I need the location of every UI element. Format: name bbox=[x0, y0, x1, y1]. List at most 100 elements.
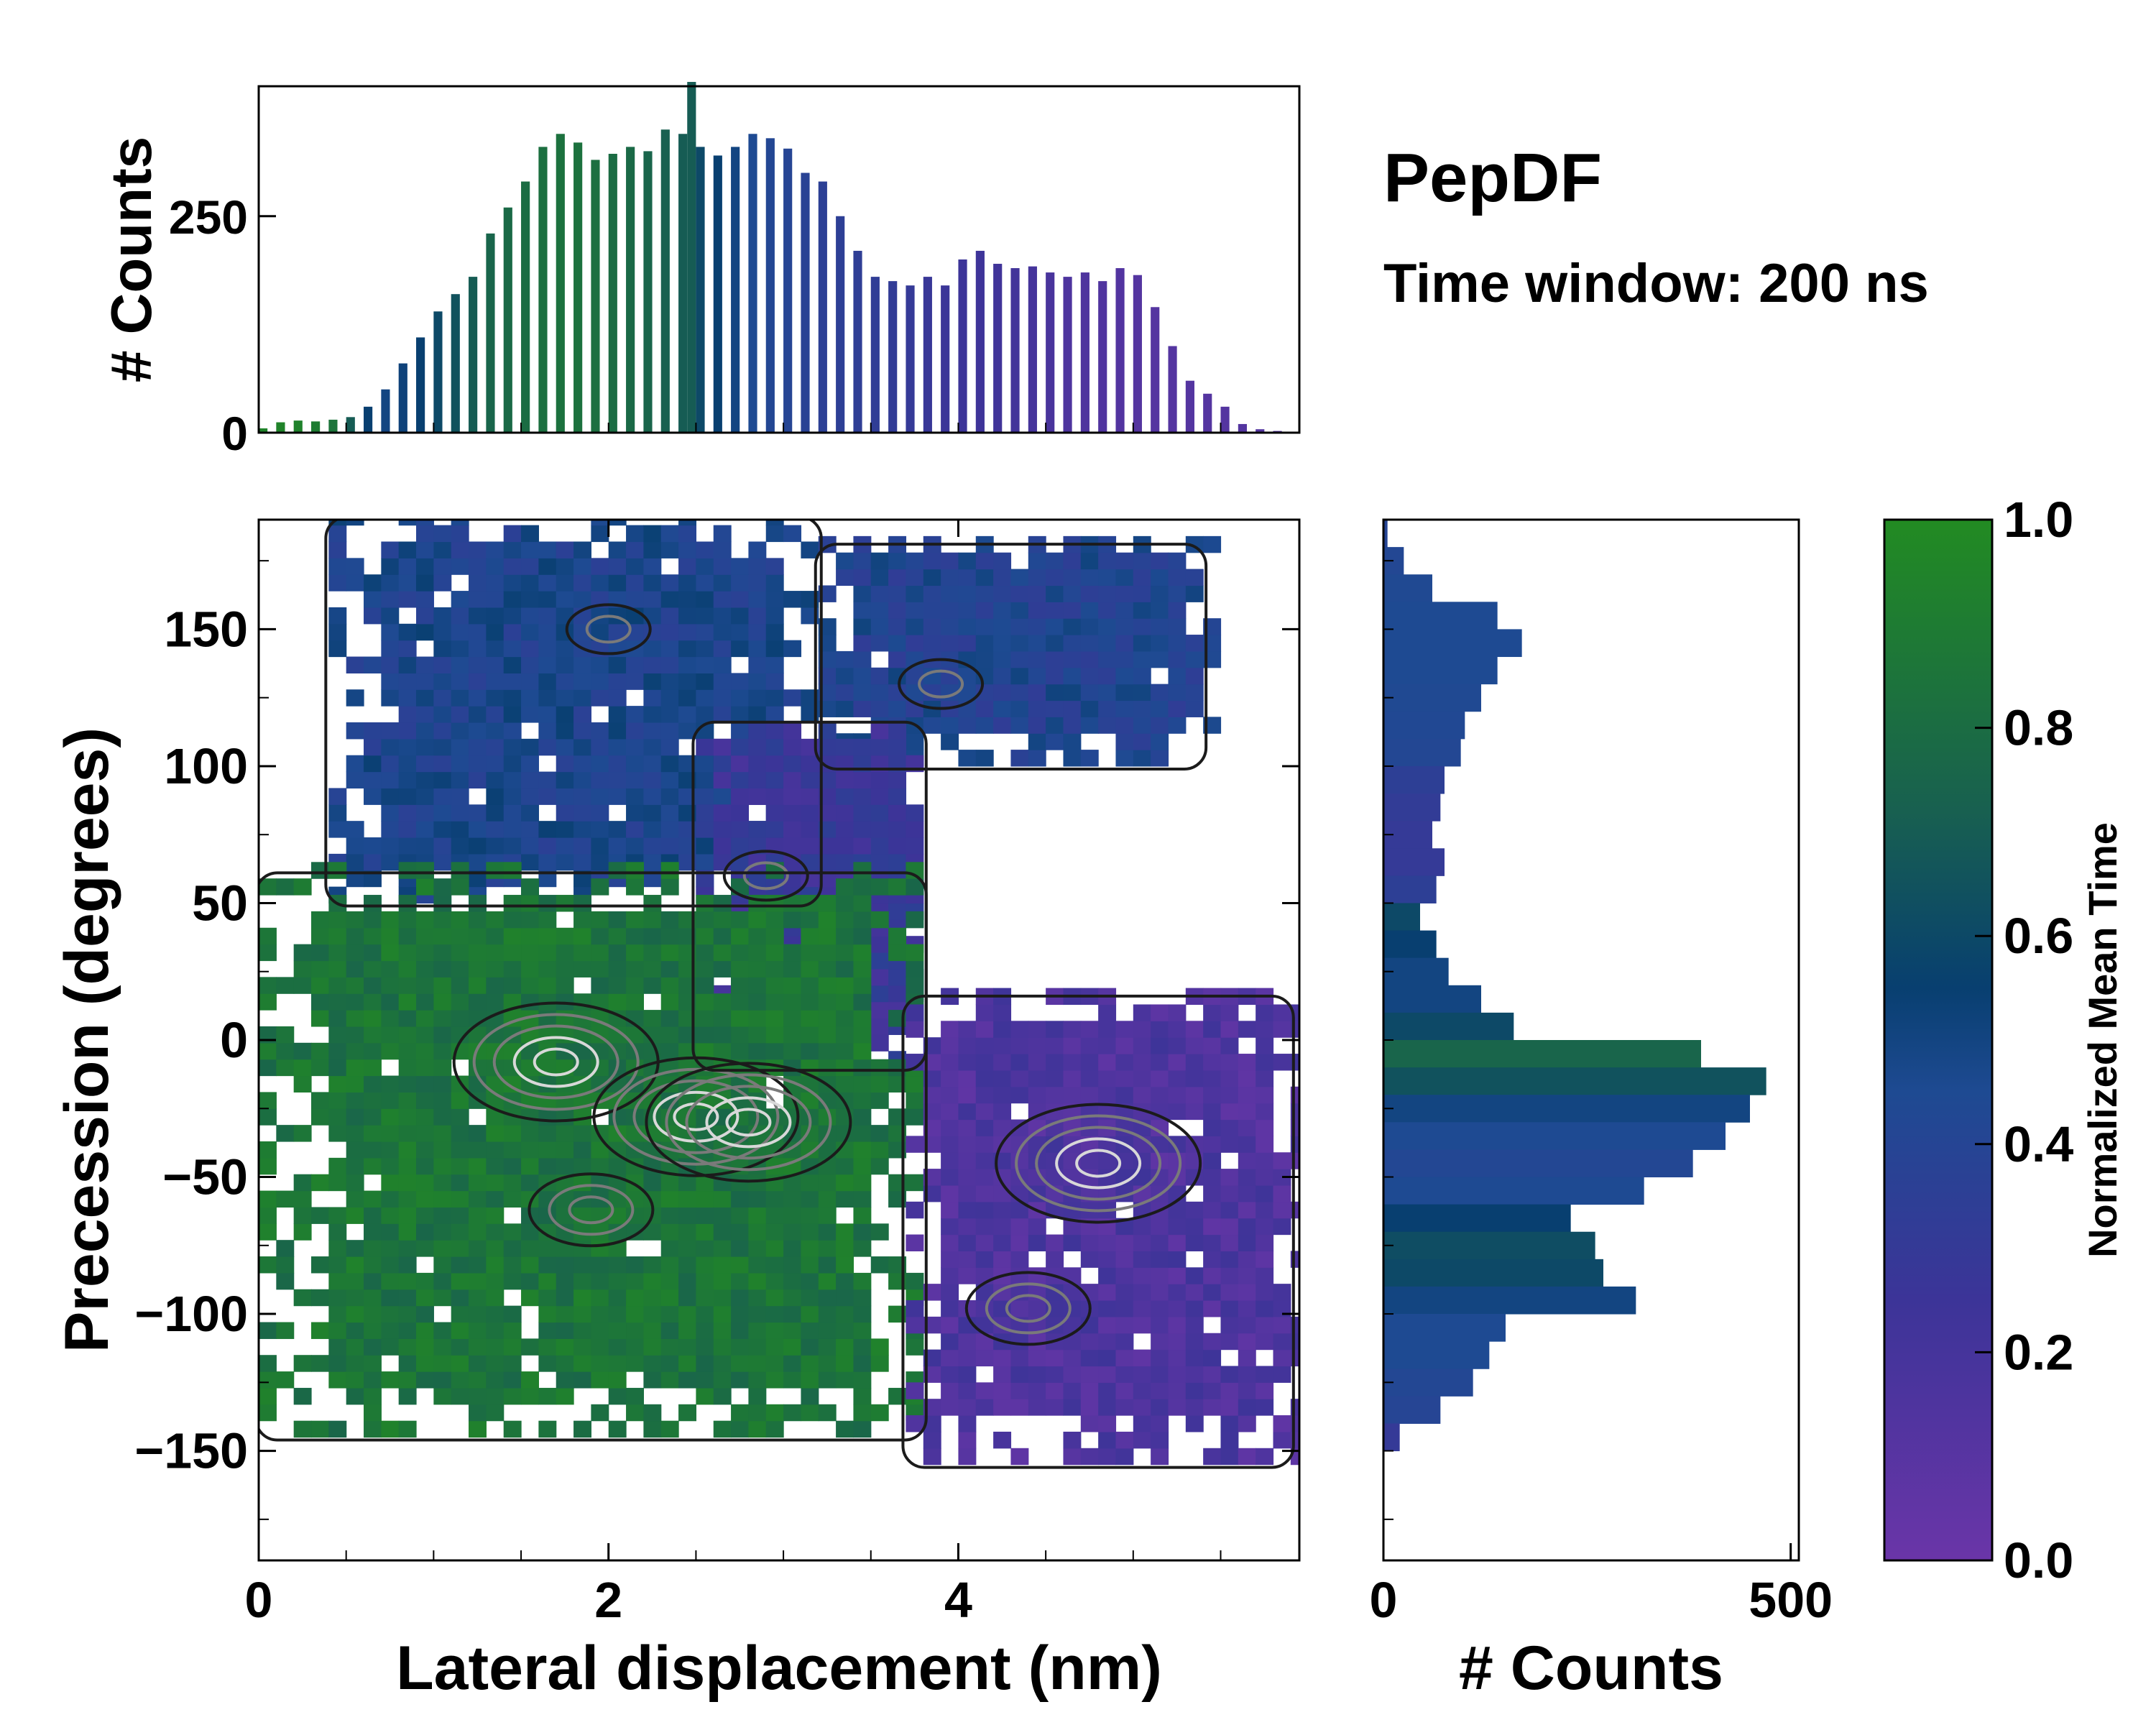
heatmap-cell bbox=[433, 1059, 452, 1077]
heatmap-cell bbox=[713, 755, 732, 773]
heatmap-cell bbox=[923, 569, 941, 586]
heatmap-cell bbox=[958, 1415, 977, 1432]
heatmap-cell bbox=[975, 602, 994, 619]
heatmap-cell bbox=[433, 1371, 452, 1389]
heatmap-cell bbox=[469, 755, 487, 773]
heatmap-cell bbox=[1220, 1054, 1239, 1071]
heatmap-cell bbox=[783, 1256, 802, 1274]
heatmap-cell bbox=[731, 788, 750, 805]
heatmap-cell bbox=[503, 689, 522, 707]
heatmap-cell bbox=[870, 1256, 889, 1274]
top-hist-bar bbox=[1028, 266, 1037, 433]
heatmap-cell bbox=[660, 804, 679, 822]
right-hist-bar bbox=[1383, 1204, 1571, 1233]
heatmap-cell bbox=[1098, 635, 1117, 652]
heatmap-cell bbox=[1080, 750, 1099, 767]
heatmap-cell bbox=[591, 623, 609, 641]
heatmap-cell bbox=[660, 862, 679, 879]
heatmap-cell bbox=[1010, 1201, 1029, 1219]
heatmap-cell bbox=[1133, 1300, 1151, 1317]
heatmap-cell bbox=[469, 837, 487, 855]
heatmap-cell bbox=[678, 1240, 697, 1257]
heatmap-cell bbox=[1010, 1300, 1029, 1317]
heatmap-cell bbox=[398, 1223, 417, 1241]
heatmap-cell bbox=[1273, 1004, 1291, 1021]
heatmap-cell bbox=[1203, 1218, 1222, 1236]
heatmap-cell bbox=[1185, 585, 1204, 602]
heatmap-cell bbox=[433, 1190, 452, 1208]
heatmap-cell bbox=[765, 993, 784, 1011]
heatmap-cell bbox=[416, 1042, 434, 1060]
heatmap-cell bbox=[486, 591, 505, 608]
heatmap-cell bbox=[398, 1355, 417, 1372]
heatmap-cell bbox=[1115, 1267, 1134, 1284]
heatmap-cell bbox=[259, 1207, 277, 1224]
heatmap-cell bbox=[416, 1125, 434, 1142]
heatmap-cell bbox=[783, 1355, 802, 1372]
heatmap-cell bbox=[381, 1289, 400, 1307]
heatmap-cell bbox=[870, 667, 889, 685]
heatmap-cell bbox=[1098, 1086, 1117, 1104]
heatmap-cell bbox=[1203, 1201, 1222, 1219]
heatmap-cell bbox=[416, 1338, 434, 1356]
heatmap-cell bbox=[923, 585, 941, 602]
heatmap-cell bbox=[416, 944, 434, 962]
heatmap-cell bbox=[765, 558, 784, 575]
heatmap-cell bbox=[1010, 1349, 1029, 1367]
heatmap-cell bbox=[398, 895, 417, 912]
heatmap-cell bbox=[713, 1338, 732, 1356]
heatmap-cell bbox=[696, 927, 714, 945]
heatmap-cell bbox=[1098, 667, 1117, 685]
heatmap-cell bbox=[1046, 684, 1064, 702]
heatmap-cell bbox=[1185, 650, 1204, 668]
heatmap-cell bbox=[853, 1420, 872, 1438]
heatmap-cell bbox=[643, 1256, 662, 1274]
heatmap-cell bbox=[923, 602, 941, 619]
heatmap-cell bbox=[1010, 585, 1029, 602]
heatmap-cell bbox=[521, 607, 539, 625]
heatmap-cell bbox=[311, 1092, 329, 1109]
heatmap-cell bbox=[259, 1141, 277, 1159]
heatmap-cell bbox=[433, 977, 452, 994]
heatmap-cell bbox=[731, 1092, 750, 1109]
heatmap-cell bbox=[538, 1157, 557, 1175]
heatmap-cell bbox=[678, 1338, 697, 1356]
heatmap-cell bbox=[958, 1169, 977, 1186]
heatmap-cell bbox=[503, 1272, 522, 1290]
top-hist-bars bbox=[259, 81, 1282, 433]
heatmap-cell bbox=[608, 1289, 627, 1307]
heatmap-cell bbox=[660, 1338, 679, 1356]
heatmap-cell bbox=[853, 1092, 872, 1109]
heatmap-cell bbox=[433, 1256, 452, 1274]
heatmap-cell bbox=[503, 558, 522, 575]
heatmap-cell bbox=[1203, 1448, 1222, 1466]
heatmap-cell bbox=[1133, 1251, 1151, 1268]
heatmap-cell bbox=[870, 911, 889, 929]
heatmap-cell bbox=[538, 607, 557, 625]
right-hist-bar bbox=[1383, 1012, 1514, 1041]
heatmap-cell bbox=[1063, 1037, 1082, 1054]
heatmap-cell bbox=[433, 960, 452, 978]
right-hist-bar bbox=[1383, 765, 1445, 794]
heatmap-cell bbox=[503, 607, 522, 625]
heatmap-cell bbox=[731, 623, 750, 641]
heatmap-cell bbox=[1115, 1382, 1134, 1399]
heatmap-cell bbox=[853, 1305, 872, 1323]
main-y-tick-label: 0 bbox=[220, 1012, 248, 1068]
heatmap-cell bbox=[853, 1059, 872, 1077]
heatmap-cell bbox=[888, 722, 907, 740]
heatmap-cell bbox=[660, 1371, 679, 1389]
heatmap-cell bbox=[853, 1174, 872, 1192]
heatmap-cell bbox=[1098, 1448, 1117, 1466]
heatmap-cell bbox=[870, 1223, 889, 1241]
right-hist-bar bbox=[1383, 1286, 1636, 1315]
heatmap-cell bbox=[801, 1305, 819, 1323]
heatmap-cell bbox=[416, 738, 434, 756]
heatmap-cell bbox=[1185, 569, 1204, 586]
heatmap-cell bbox=[381, 853, 400, 871]
heatmap-cell bbox=[1133, 1004, 1151, 1021]
heatmap-cell bbox=[870, 1059, 889, 1077]
heatmap-cell bbox=[1046, 602, 1064, 619]
heatmap-cell bbox=[818, 837, 837, 855]
